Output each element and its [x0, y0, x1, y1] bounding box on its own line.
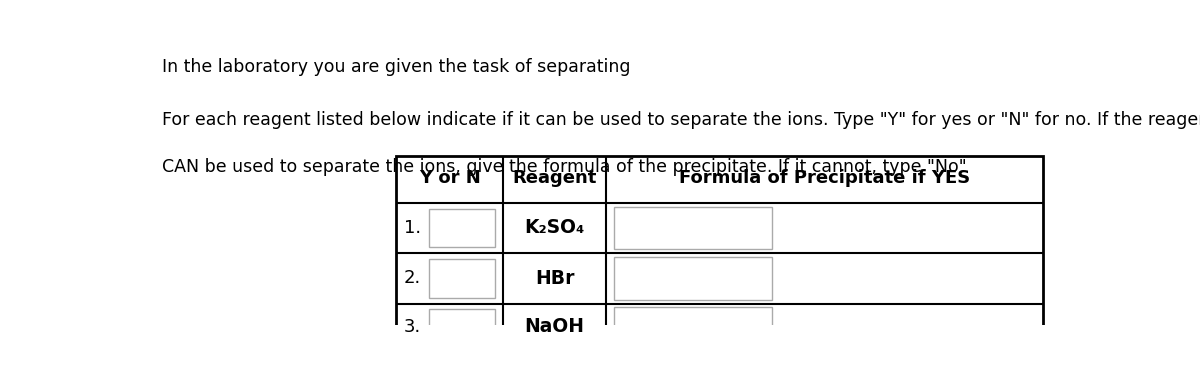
Text: Formula of Precipitate if YES: Formula of Precipitate if YES — [679, 169, 970, 187]
Text: K₂SO₄: K₂SO₄ — [524, 218, 584, 237]
Text: CAN be used to separate the ions, give the formula of the precipitate. If it can: CAN be used to separate the ions, give t… — [162, 158, 967, 176]
Text: NaOH: NaOH — [524, 318, 584, 337]
Text: Reagent: Reagent — [512, 169, 596, 187]
Text: HBr: HBr — [535, 269, 575, 288]
Text: 2.: 2. — [404, 269, 421, 288]
Bar — [614, 257, 772, 300]
Bar — [428, 259, 494, 298]
Bar — [614, 207, 772, 249]
Text: Y or N: Y or N — [419, 169, 481, 187]
Bar — [428, 309, 494, 345]
Text: In the laboratory you are given the task of separating: In the laboratory you are given the task… — [162, 58, 636, 76]
Text: 1.: 1. — [404, 219, 421, 237]
Text: For each reagent listed below indicate if it can be used to separate the ions. T: For each reagent listed below indicate i… — [162, 111, 1200, 129]
Bar — [396, 156, 1043, 350]
Bar — [614, 307, 772, 346]
Text: 3.: 3. — [404, 318, 421, 336]
Bar — [428, 209, 494, 247]
